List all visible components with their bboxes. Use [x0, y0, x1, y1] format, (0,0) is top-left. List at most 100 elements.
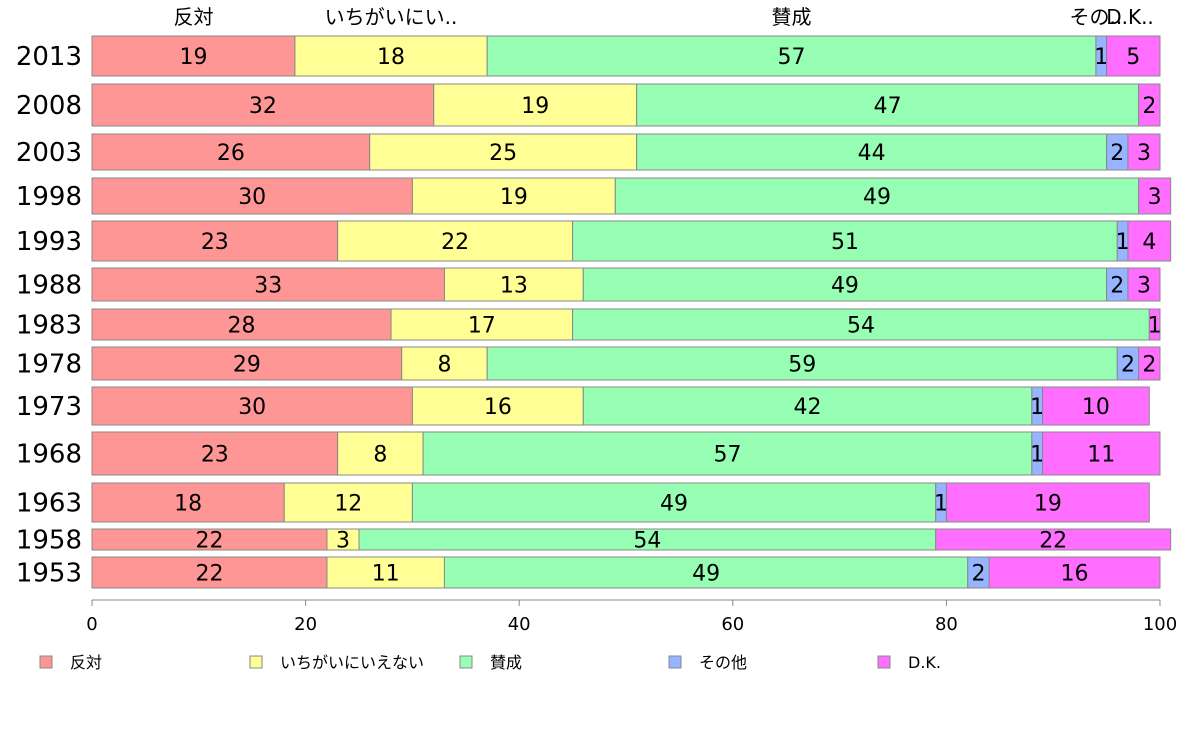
data-label: 33 [254, 274, 282, 299]
data-label: 57 [713, 443, 741, 468]
bar-segment [1148, 308, 1161, 341]
data-label: 30 [238, 395, 266, 420]
year-label: 2013 [16, 42, 82, 72]
x-tick-label: 0 [86, 614, 97, 635]
legend-swatch [668, 655, 682, 669]
bar-segment [91, 308, 392, 341]
year-label: 1968 [16, 440, 82, 470]
bar-segment [1106, 35, 1161, 77]
year-label: 1953 [16, 559, 82, 589]
series-header-labels: 反対 いちがいにい.. 賛成 その..D.K.. [173, 5, 1153, 29]
data-label: 2 [1110, 274, 1124, 299]
year-label: 1988 [16, 271, 82, 301]
series-header-label: 賛成 [772, 5, 812, 29]
bar-segment [582, 386, 1033, 426]
bar-segment [283, 482, 413, 523]
bar-row-1988: 1988 33 13 49 2 3 [16, 267, 1161, 302]
data-label: 54 [633, 529, 661, 554]
x-tick-label: 60 [721, 614, 744, 635]
bar-segment [411, 482, 937, 523]
bar-segment [390, 308, 574, 341]
data-label: 44 [858, 141, 886, 166]
data-label: 29 [233, 353, 261, 378]
legend-item: 賛成 [459, 653, 522, 672]
data-label: 22 [441, 230, 469, 255]
data-label: 49 [831, 274, 859, 299]
data-label: 10 [1082, 395, 1110, 420]
bar-segment [411, 177, 616, 215]
legend-swatch [249, 655, 263, 669]
data-label: 3 [336, 529, 350, 554]
bar-segment [614, 177, 1140, 215]
bar-row-1993: 1993 23 22 51 1 4 [16, 220, 1172, 262]
data-label: 3 [1137, 141, 1151, 166]
series-header-label: いちがいにい.. [325, 5, 458, 29]
year-label: 1963 [16, 489, 82, 519]
bar-row-1963: 1963 18 12 49 1 19 [16, 482, 1150, 523]
data-label: 4 [1142, 230, 1156, 255]
data-label: 51 [831, 230, 859, 255]
bar-segment [572, 308, 1150, 341]
bar-segment [582, 267, 1108, 302]
data-label: 19 [521, 94, 549, 119]
year-label: 1958 [16, 526, 82, 556]
legend-item: D.K. [877, 653, 941, 672]
data-label: 26 [217, 141, 245, 166]
bar-segment [91, 482, 285, 523]
bar-segment [91, 133, 371, 171]
data-label: 19 [1034, 492, 1062, 517]
data-label: 5 [1126, 45, 1140, 70]
data-label: 1 [934, 492, 948, 517]
legend-label: いちがいにいえない [280, 653, 424, 672]
data-label: 1 [1148, 314, 1162, 339]
bar-row-2013: 2013 19 18 57 1 5 [16, 35, 1161, 77]
x-tick-label: 20 [294, 614, 317, 635]
bar-segment [945, 482, 1150, 523]
legend-swatch [877, 655, 891, 669]
legend-swatch [39, 655, 53, 669]
data-label: 28 [228, 314, 256, 339]
data-label: 2 [1142, 353, 1156, 378]
legend-label: 賛成 [490, 653, 522, 672]
bar-segment [337, 220, 574, 262]
data-label: 1 [1094, 45, 1108, 70]
data-label: 13 [500, 274, 528, 299]
bar-segment [326, 556, 445, 589]
bar-segment [486, 346, 1118, 381]
series-header-label: 反対 [173, 5, 213, 29]
data-label: 49 [692, 562, 720, 587]
bar-segment [294, 35, 488, 77]
data-label: 22 [195, 562, 223, 587]
data-label: 30 [238, 185, 266, 210]
bar-row-2008: 2008 32 19 47 2 [16, 83, 1161, 127]
data-label: 8 [437, 353, 451, 378]
x-axis: 0 20 40 60 80 100 [86, 599, 1177, 635]
year-label: 1998 [16, 182, 82, 212]
x-tick-label: 80 [935, 614, 958, 635]
year-label: 1978 [16, 350, 82, 380]
legend-label: D.K. [908, 653, 941, 672]
data-label: 1 [1116, 230, 1130, 255]
x-tick-label: 40 [508, 614, 531, 635]
data-label: 57 [778, 45, 806, 70]
bar-segment [433, 83, 638, 127]
legend: 反対 いちがいにいえない 賛成 その他 D.K. [39, 653, 941, 672]
data-label: 2 [1142, 94, 1156, 119]
bar-segment [91, 386, 413, 426]
legend-label: 反対 [70, 653, 102, 672]
bar-segment [91, 177, 413, 215]
bar-segment [443, 267, 584, 302]
bar-row-1953: 1953 22 11 49 2 16 [16, 556, 1161, 589]
legend-item: その他 [668, 653, 747, 672]
bar-row-1978: 1978 29 8 59 2 2 [16, 346, 1161, 381]
bar-segment [636, 133, 1108, 171]
data-label: 49 [863, 185, 891, 210]
data-label: 3 [1137, 274, 1151, 299]
data-label: 11 [372, 562, 400, 587]
bar-segment [1138, 346, 1161, 381]
bar-segment [1127, 267, 1161, 302]
data-label: 1 [1030, 395, 1044, 420]
bar-segment [935, 528, 1172, 551]
